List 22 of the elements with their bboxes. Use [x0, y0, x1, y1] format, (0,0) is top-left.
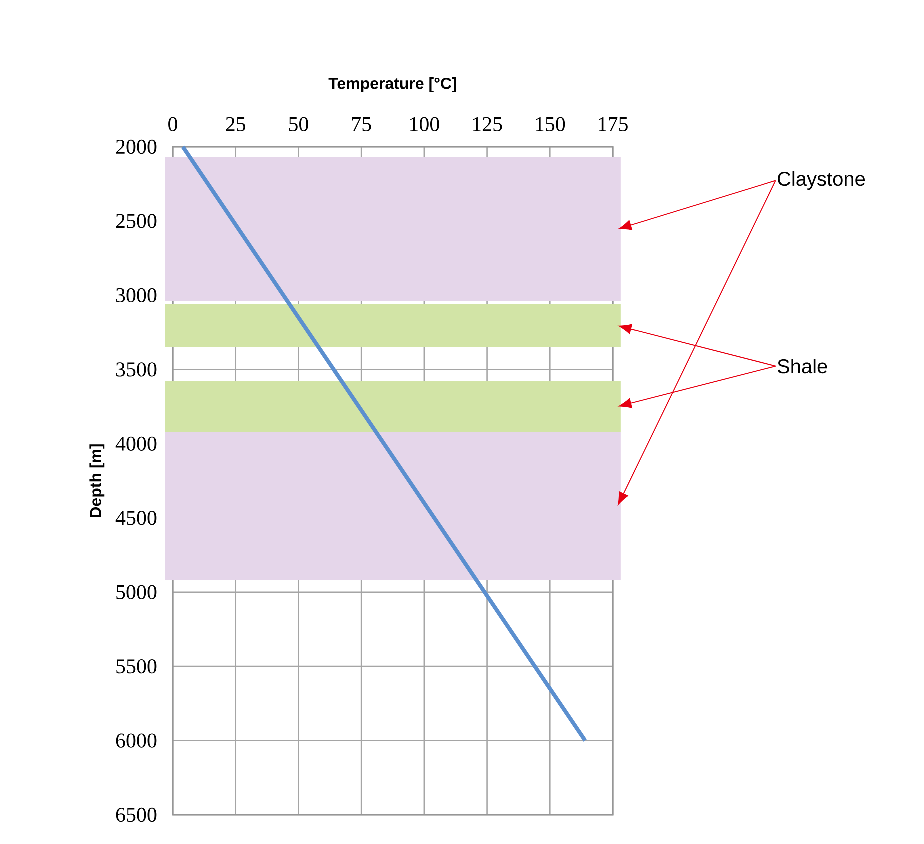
- x-tick-label: 175: [599, 117, 628, 132]
- y-tick-label: 2500: [116, 214, 157, 228]
- x-tick-label: 100: [410, 117, 440, 132]
- x-tick-label: 75: [352, 118, 372, 132]
- x-tick-label: 125: [473, 117, 502, 132]
- y-tick-label: 6000: [116, 734, 157, 748]
- y-axis-title: Depth [m]: [90, 444, 105, 518]
- y-tick-label: 3500: [116, 362, 157, 377]
- x-tick-label: 25: [226, 117, 246, 132]
- x-tick-label: 50: [289, 117, 308, 132]
- y-tick-label: 6500: [116, 808, 157, 822]
- y-tick-label: 4500: [116, 511, 157, 526]
- y-tick-label: 2000: [116, 140, 157, 154]
- y-tick-label: 3000: [116, 288, 157, 303]
- x-tick-label: 150: [536, 117, 566, 132]
- text: Claystone: [778, 171, 866, 190]
- y-tick-label: 5500: [116, 659, 157, 674]
- y-tick-label: 5000: [116, 585, 157, 600]
- x-axis-title: Temperature [°C]: [328, 78, 456, 92]
- text: Shale: [778, 358, 828, 374]
- y-tick-label: 4000: [116, 436, 157, 451]
- x-tick-label: 0: [168, 117, 178, 132]
